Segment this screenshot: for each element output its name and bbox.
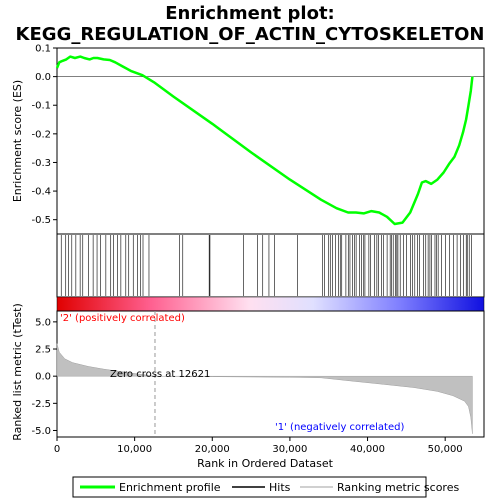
x-tick-label: 30,000 <box>272 444 307 455</box>
es-panel: 0.1 0.0 -0.1 -0.2 -0.3 -0.4 -0.5 <box>31 44 485 235</box>
es-tick-label: -0.1 <box>31 101 51 112</box>
es-tick-label: -0.2 <box>31 129 51 140</box>
enrichment-profile-line <box>55 55 474 226</box>
es-tick-label: 0.1 <box>35 44 51 55</box>
legend-metric-label: Ranking metric scores <box>337 481 459 494</box>
x-tick-label: 10,000 <box>117 444 152 455</box>
es-y-axis-label: Enrichment score (ES) <box>11 80 24 202</box>
x-axis: 0 10,000 20,000 30,000 40,000 50,000 <box>54 437 463 455</box>
hits-frame <box>56 233 485 298</box>
metric-panel: 5.0 2.5 0.0 -2.5 -5.0 <box>31 310 485 438</box>
negative-correlation-label: '1' (negatively correlated) <box>275 422 404 433</box>
x-tick-label: 40,000 <box>350 444 385 455</box>
zero-cross-label: Zero cross at 12621 <box>110 369 210 380</box>
x-axis-label: Rank in Ordered Dataset <box>197 457 334 470</box>
x-tick-label: 0 <box>54 444 60 455</box>
legend-hits-label: Hits <box>269 481 291 494</box>
correlation-band <box>56 296 485 312</box>
metric-tick-label: -2.5 <box>31 399 51 410</box>
chart-title-line2: KEGG_REGULATION_OF_ACTIN_CYTOSKELETON <box>16 24 485 45</box>
x-tick-label: 20,000 <box>195 444 230 455</box>
es-tick-label: -0.4 <box>31 187 51 198</box>
legend-profile-label: Enrichment profile <box>119 481 221 494</box>
hits-panel <box>56 233 485 312</box>
es-tick-label: 0.0 <box>35 72 51 83</box>
x-tick-label: 50,000 <box>428 444 463 455</box>
metric-tick-label: 2.5 <box>35 345 51 356</box>
metric-tick-label: -5.0 <box>31 426 51 437</box>
legend: Enrichment profile Hits Ranking metric s… <box>72 476 459 498</box>
chart-title-line1: Enrichment plot: <box>165 3 335 24</box>
metric-tick-label: 5.0 <box>35 317 51 328</box>
es-tick-label: -0.5 <box>31 215 51 226</box>
metric-area <box>56 343 473 434</box>
positive-correlation-label: '2' (positively correlated) <box>60 313 185 324</box>
es-tick-label: -0.3 <box>31 158 51 169</box>
metric-tick-label: 0.0 <box>35 372 51 383</box>
es-frame <box>56 47 485 235</box>
metric-y-axis-label: Ranked list metric (tTest) <box>11 303 24 440</box>
